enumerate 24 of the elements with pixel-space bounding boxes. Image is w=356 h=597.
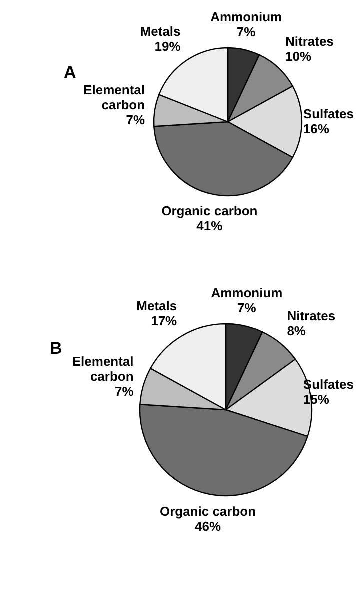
data-label: 8% (287, 324, 306, 339)
slice-label: Ammonium (211, 286, 283, 301)
text: A (64, 63, 76, 82)
slice-label: Nitrates (287, 308, 336, 324)
slice-label: Metals (140, 24, 181, 40)
data-label: 10% (286, 48, 312, 64)
text: B (50, 339, 62, 358)
data-label: 41% (196, 218, 224, 234)
slice-label: Organic carbon (162, 204, 258, 219)
slice-label: Elemental carbon (84, 82, 146, 112)
data-label: 7% (115, 384, 134, 399)
slice-label: Ammonium (210, 9, 282, 24)
data-label: 17% (151, 314, 178, 329)
data-label: 7% (236, 24, 256, 40)
slice-label: Organic carbon (160, 504, 256, 520)
slice-label: Elemental carbon (72, 354, 134, 384)
data-label: 7% (126, 112, 146, 128)
data-label: 46% (194, 519, 222, 534)
data-label: 19% (154, 39, 182, 54)
data-label: 7% (238, 300, 257, 316)
slice-label: Nitrates (286, 34, 334, 49)
slice-label: Sulfates (303, 106, 354, 122)
slice-label: Metals (136, 298, 178, 314)
data-label: 16% (303, 122, 330, 136)
